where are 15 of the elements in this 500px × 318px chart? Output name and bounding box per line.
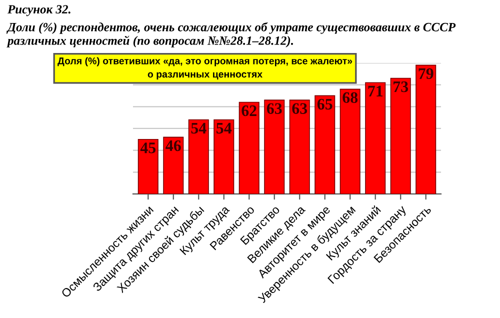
data-label: 71 [368, 86, 383, 96]
data-label: 54 [216, 122, 232, 134]
chart-subtitle: Доли (%) респондентов, очень сожалеющих об утрате существовавших в СССР различных ценностей (по вопросам №№28.1–28.12). [6, 22, 456, 48]
data-label: 45 [140, 142, 156, 154]
data-label: 73 [394, 81, 408, 92]
annotation: Доля (%) ответивших «да, это огромная потеря, все жалеют» о различных ценностях [58, 57, 352, 80]
data-label: 68 [342, 92, 358, 104]
data-label: 46 [166, 140, 181, 152]
data-label: 63 [292, 103, 308, 114]
data-label: 63 [266, 103, 282, 114]
data-label: 54 [191, 122, 206, 134]
chart-title: Рисунок 32. [7, 5, 70, 16]
data-label: 79 [418, 68, 434, 80]
data-label: 65 [317, 98, 332, 110]
data-label: 62 [242, 105, 256, 116]
